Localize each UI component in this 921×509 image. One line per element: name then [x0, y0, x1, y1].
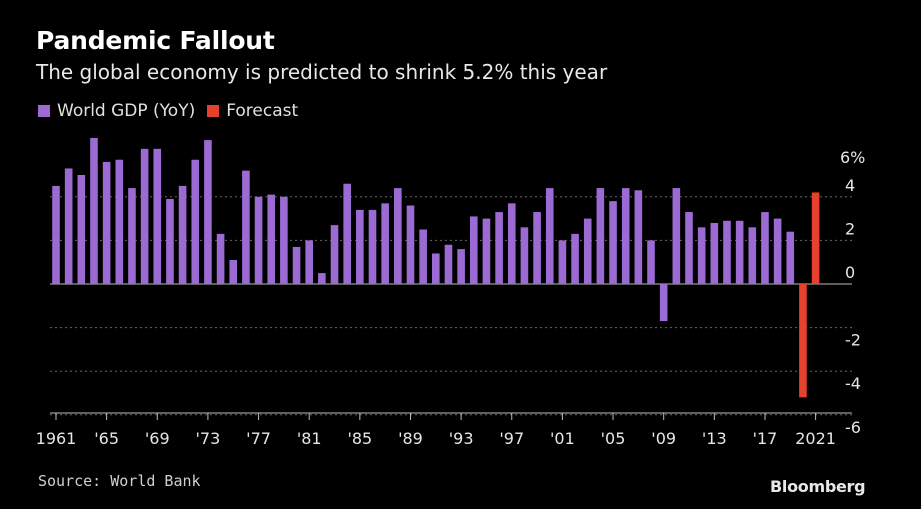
y-tick-label: 0 — [845, 263, 855, 282]
bar-1997 — [507, 203, 516, 284]
x-tick-label: '77 — [246, 429, 271, 448]
bar-1971 — [178, 185, 187, 284]
x-tick-label: '89 — [398, 429, 423, 448]
bar-1961 — [52, 185, 60, 284]
bar-1995 — [482, 218, 491, 284]
bar-1996 — [495, 212, 503, 284]
bloomberg-logo: Bloomberg — [770, 477, 866, 496]
x-tick-label: '69 — [145, 429, 170, 448]
y-tick-label: 4 — [845, 176, 855, 195]
bar-1992 — [444, 244, 453, 284]
bar-2011 — [685, 212, 693, 284]
bar-1998 — [520, 227, 529, 284]
bar-1966 — [115, 159, 124, 284]
x-tick-label: '93 — [449, 429, 474, 448]
bar-1970 — [166, 198, 174, 284]
bar-2016 — [748, 227, 757, 284]
bar-1991 — [432, 253, 440, 284]
legend-item-world-gdp: World GDP (YoY) — [38, 101, 195, 121]
bar-1993 — [457, 249, 465, 284]
x-tick-label: '17 — [753, 429, 778, 448]
bar-1980 — [292, 246, 301, 284]
bar-2005 — [609, 201, 617, 284]
legend-item-forecast: Forecast — [207, 101, 298, 121]
y-tick-label: -6 — [845, 418, 861, 437]
bar-2000 — [545, 188, 554, 284]
bar-1967 — [128, 188, 136, 284]
bars — [52, 137, 820, 398]
x-tick-label: '97 — [499, 429, 524, 448]
legend: World GDP (YoY) Forecast — [38, 101, 310, 121]
bar-1981 — [305, 240, 313, 284]
bar-2017 — [761, 212, 769, 284]
bar-2018 — [773, 218, 782, 284]
bar-2009 — [659, 284, 668, 322]
y-axis-ticks: 6% 4 2 0 -2 -4 -6 — [840, 148, 865, 437]
x-tick-label: '65 — [94, 429, 119, 448]
legend-label-forecast: Forecast — [226, 101, 299, 121]
bar-1964 — [90, 137, 98, 284]
bar-2021 — [811, 192, 820, 284]
x-tick-label: '09 — [651, 429, 676, 448]
bar-2001 — [558, 240, 567, 284]
bar-1972 — [191, 159, 200, 284]
bar-1979 — [280, 196, 288, 284]
legend-label-world-gdp: World GDP (YoY) — [57, 101, 196, 121]
bar-1975 — [229, 260, 238, 284]
bar-1963 — [77, 175, 86, 284]
bar-1976 — [242, 170, 250, 284]
bar-1984 — [343, 183, 351, 284]
bar-1989 — [406, 205, 415, 284]
y-tick-label: 2 — [845, 219, 855, 238]
y-tick-label: 6% — [840, 148, 865, 167]
y-tick-label: -4 — [845, 374, 861, 393]
bar-1978 — [267, 194, 276, 284]
x-tick-label: '73 — [196, 429, 221, 448]
legend-swatch-world-gdp — [38, 105, 50, 117]
legend-swatch-forecast — [207, 105, 220, 117]
x-tick-label: '05 — [601, 429, 626, 448]
chart-subtitle: The global economy is predicted to shrin… — [36, 60, 608, 84]
bar-2019 — [786, 231, 795, 284]
chart-title: Pandemic Fallout — [36, 26, 275, 55]
x-tick-label: 2021 — [795, 429, 836, 448]
bar-1994 — [469, 216, 478, 284]
bar-1988 — [394, 188, 402, 284]
x-axis-ticks: 1961 '65 '69 '73 '77 '81 '85 '89 '93 '97 '01 '05 '09… — [36, 412, 852, 448]
bar-1973 — [204, 140, 212, 284]
bar-1982 — [318, 273, 326, 284]
bar-1985 — [356, 209, 364, 284]
x-tick-label: '13 — [702, 429, 727, 448]
bar-1983 — [330, 225, 339, 284]
x-tick-label: '81 — [297, 429, 322, 448]
bar-1999 — [533, 212, 541, 284]
bar-2006 — [621, 188, 630, 284]
bar-2014 — [723, 220, 731, 284]
bar-2007 — [634, 190, 643, 284]
x-tick-label: '85 — [347, 429, 372, 448]
bar-1968 — [140, 148, 149, 284]
bar-1977 — [254, 196, 263, 284]
bar-2004 — [596, 188, 605, 284]
bar-1969 — [153, 148, 162, 284]
bar-1962 — [64, 168, 73, 284]
x-tick-label: '01 — [550, 429, 575, 448]
bar-1974 — [216, 233, 225, 284]
bar-2002 — [571, 233, 579, 284]
bar-1986 — [368, 209, 377, 284]
bar-1987 — [381, 203, 389, 284]
y-tick-label: -2 — [845, 331, 861, 350]
bar-2003 — [583, 218, 592, 284]
bar-2015 — [735, 220, 744, 284]
bar-2020 — [799, 284, 807, 398]
bar-2008 — [647, 240, 655, 284]
bar-2013 — [710, 222, 719, 284]
bar-2012 — [697, 227, 706, 284]
source-note: Source: World Bank — [38, 472, 201, 490]
bar-1990 — [419, 229, 427, 284]
bar-1965 — [102, 161, 111, 284]
bar-2010 — [672, 188, 681, 284]
x-tick-label: 1961 — [36, 429, 77, 448]
